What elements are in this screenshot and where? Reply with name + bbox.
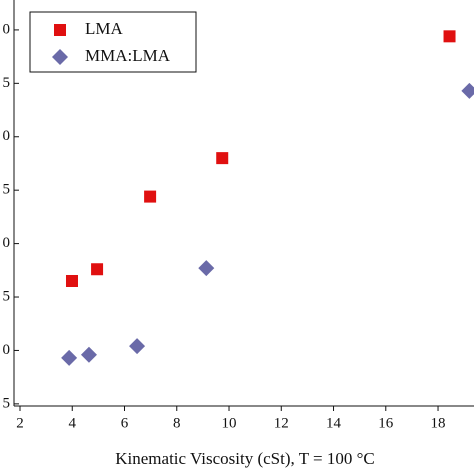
legend-marker: [54, 24, 66, 36]
point: [129, 338, 146, 355]
y-tick-label: 0: [3, 235, 11, 251]
y-tick-label: 5: [3, 395, 11, 411]
point: [443, 30, 456, 43]
x-axis-label: Kinematic Viscosity (cSt), T = 100 °C: [115, 449, 375, 468]
x-tick-label: 2: [16, 415, 24, 431]
x-tick-label: 6: [121, 415, 129, 431]
point: [461, 82, 474, 99]
x-tick-label: 16: [378, 415, 394, 431]
point: [80, 346, 97, 363]
point: [65, 274, 78, 287]
x-tick-label: 4: [69, 415, 77, 431]
y-tick-label: 0: [3, 128, 11, 144]
legend-marker: [52, 49, 68, 65]
point: [198, 260, 215, 277]
x-tick-label: 14: [326, 415, 342, 431]
y-tick-label: 5: [3, 182, 11, 198]
point: [216, 152, 229, 165]
point: [61, 349, 78, 366]
y-tick-label: 0: [3, 21, 11, 37]
x-tick-label: 18: [431, 415, 446, 431]
point: [144, 190, 157, 203]
legend-label: LMA: [85, 19, 124, 38]
y-tick-label: 0: [3, 342, 11, 358]
y-tick-label: 5: [3, 288, 11, 304]
legend-label: MMA:LMA: [85, 46, 171, 65]
y-tick-label: 5: [3, 75, 11, 91]
x-tick-label: 8: [173, 415, 181, 431]
x-tick-label: 12: [274, 415, 289, 431]
point: [91, 263, 104, 276]
x-tick-label: 10: [222, 415, 237, 431]
